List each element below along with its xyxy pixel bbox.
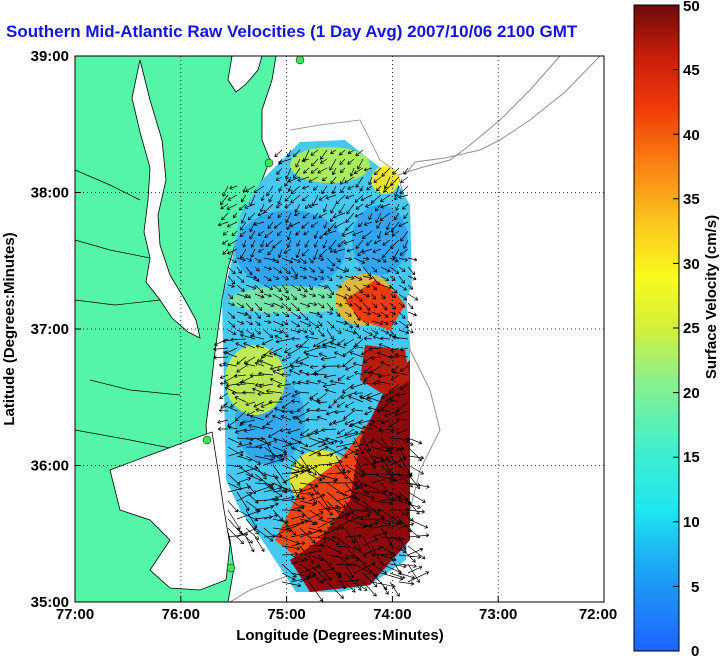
chesapeake-bay (131, 59, 201, 339)
moderate-velocity-region (230, 286, 350, 314)
low-velocity-region (235, 210, 345, 290)
site-marker (295, 56, 305, 65)
site-marker (264, 158, 274, 168)
pamlico-sound (109, 431, 231, 591)
x-tick-label: 76:00 (162, 606, 200, 623)
x-tick-label: 75:00 (267, 606, 305, 623)
x-tick-label: 74:00 (373, 606, 411, 623)
x-tick-label: 73:00 (479, 606, 517, 623)
moderate-velocity-region (371, 166, 399, 194)
y-tick-label: 37:00 (31, 321, 69, 338)
colorbar-tick-label: 0 (691, 643, 699, 659)
x-tick-label: 77:00 (56, 606, 94, 623)
bathymetry-contour (289, 119, 396, 171)
moderate-velocity-region (290, 147, 370, 183)
colorbar-tick-label: 30 (683, 256, 700, 273)
velocity-arrow (213, 149, 430, 602)
colorbar-tick-label: 25 (683, 320, 700, 337)
colorbar-ticks (673, 69, 679, 587)
x-axis-label: Longitude (Degrees:Minutes) (236, 627, 444, 644)
y-tick-label: 36:00 (31, 458, 69, 475)
colorbar-tick-label: 40 (683, 127, 700, 144)
river-line (75, 169, 181, 449)
colorbar-label: Surface Velocity (cm/s) (703, 215, 720, 379)
grid-lines (75, 56, 604, 602)
colorbar-tick-label: 20 (683, 385, 700, 402)
y-tick-label: 39:00 (31, 48, 69, 65)
map-title: Southern Mid-Atlantic Raw Velocities (1 … (6, 22, 578, 41)
high-velocity-region (290, 360, 410, 592)
colorbar-tick-label: 45 (683, 62, 700, 79)
colorbar-tick-label: 35 (683, 191, 700, 208)
y-tick-label: 38:00 (31, 185, 69, 202)
bathymetry-contour (404, 56, 601, 176)
y-tick-label: 35:00 (31, 594, 69, 611)
moderate-velocity-region (225, 345, 285, 415)
colorbar-tick-label: 10 (683, 514, 700, 531)
site-marker (202, 435, 212, 445)
colorbar-tick-label: 50 (683, 0, 700, 15)
colorbar-tick-label: 15 (683, 449, 700, 466)
axis-tick-marks (75, 192, 499, 602)
site-marker (226, 563, 236, 573)
colorbar-tick-label: 5 (691, 579, 699, 596)
y-axis-label: Latitude (Degrees:Minutes) (1, 232, 18, 425)
colorbar (633, 4, 680, 652)
x-tick-label: 72:00 (579, 606, 617, 623)
delaware-bay (227, 56, 263, 93)
velocity-arrows (213, 149, 430, 602)
